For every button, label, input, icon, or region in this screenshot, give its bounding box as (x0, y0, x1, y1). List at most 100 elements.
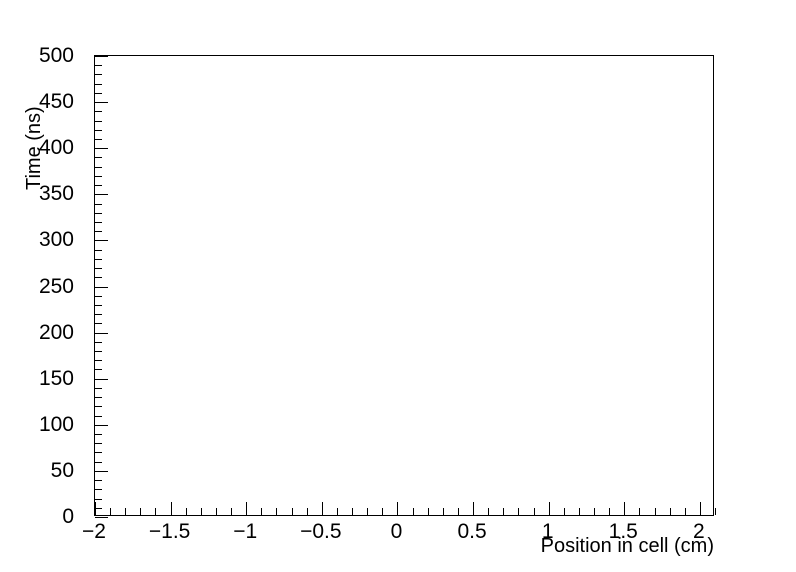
y-axis-minor-tick (95, 249, 102, 251)
y-axis-minor-tick (95, 397, 102, 399)
x-axis-minor-tick (533, 508, 535, 515)
x-axis-tick-label: −1.5 (148, 520, 191, 543)
y-axis-tick-label: 450 (38, 90, 74, 114)
x-axis-minor-tick (291, 508, 293, 515)
y-axis-minor-tick (95, 351, 102, 353)
x-axis-minor-tick (185, 508, 187, 515)
y-axis-minor-tick (95, 258, 102, 260)
y-axis-minor-tick (95, 185, 102, 187)
x-axis-minor-tick (457, 508, 459, 515)
x-axis-major-tick (321, 502, 323, 515)
x-axis-minor-tick (382, 508, 384, 515)
x-axis-tick-label: −0.5 (300, 520, 342, 543)
y-axis-minor-tick (95, 415, 102, 417)
x-axis-minor-tick (715, 508, 716, 515)
y-axis-minor-tick (95, 387, 102, 389)
y-axis-major-tick (95, 378, 108, 380)
x-axis-minor-tick (231, 508, 233, 515)
x-axis-tick-label: 1 (541, 520, 554, 543)
y-axis-tick-label: 250 (38, 274, 74, 298)
y-axis-minor-tick (95, 507, 102, 509)
y-axis-minor-tick (95, 295, 102, 297)
y-axis-minor-tick (95, 221, 102, 223)
x-axis-tick-label: −1 (233, 520, 258, 543)
y-axis-minor-tick (95, 489, 102, 491)
y-axis-minor-tick (95, 406, 102, 408)
x-axis-minor-tick (276, 508, 278, 515)
x-axis-major-tick (95, 502, 96, 515)
y-axis-minor-tick (95, 111, 102, 113)
y-axis-minor-tick (95, 304, 102, 306)
x-axis-minor-tick (488, 508, 490, 515)
x-axis-minor-tick (503, 508, 505, 515)
x-axis-tick-label: −2 (82, 520, 106, 543)
y-axis-tick-label: 500 (38, 44, 74, 67)
y-axis-minor-tick (95, 92, 102, 94)
y-axis-tick-label: 150 (38, 366, 74, 390)
y-axis-minor-tick (95, 65, 102, 67)
y-axis-minor-tick (95, 212, 102, 214)
x-axis-minor-tick (654, 508, 656, 515)
plot-area (95, 56, 716, 518)
y-axis-major-tick (95, 332, 108, 334)
x-axis-minor-tick (367, 508, 369, 515)
y-axis-tick-label: 300 (38, 228, 74, 252)
y-axis-tick-label: 400 (38, 136, 74, 160)
x-axis-major-tick (170, 502, 172, 515)
x-axis-minor-tick (609, 508, 611, 515)
x-axis-minor-tick (155, 508, 157, 515)
y-axis-major-tick (95, 194, 108, 196)
x-axis-minor-tick (200, 508, 202, 515)
y-axis-minor-tick (95, 203, 102, 205)
x-axis-tick-label: 0 (390, 520, 403, 543)
x-axis-minor-tick (412, 508, 414, 515)
y-axis-major-tick (95, 286, 108, 288)
y-axis-major-tick (95, 102, 108, 104)
y-axis-minor-tick (95, 129, 102, 131)
y-axis-tick-label: 0 (62, 505, 74, 528)
x-axis-major-tick (548, 502, 550, 515)
x-axis-minor-tick (639, 508, 641, 515)
x-axis-minor-tick (261, 508, 263, 515)
x-axis-minor-tick (518, 508, 520, 515)
x-axis-tick-label: 0.5 (457, 520, 487, 543)
y-axis-major-tick (95, 470, 108, 472)
x-axis-minor-tick (336, 508, 338, 515)
x-axis-minor-tick (140, 508, 142, 515)
y-axis-minor-tick (95, 434, 102, 436)
y-axis-major-tick (95, 148, 108, 150)
x-axis-minor-tick (215, 508, 217, 515)
x-axis-major-tick (246, 502, 248, 515)
y-axis-tick-label: 100 (38, 412, 74, 436)
x-axis-minor-tick (578, 508, 580, 515)
y-axis-minor-tick (95, 166, 102, 168)
x-axis-minor-tick (669, 508, 671, 515)
y-axis-major-tick (95, 424, 108, 426)
x-axis-minor-tick (110, 508, 112, 515)
y-axis-minor-tick (95, 277, 102, 279)
x-axis-tick-label: 1.5 (608, 520, 638, 543)
y-axis-minor-tick (95, 452, 102, 454)
y-axis-minor-tick (95, 480, 102, 482)
x-axis-minor-tick (684, 508, 686, 515)
y-axis-minor-tick (95, 498, 102, 500)
y-axis-minor-tick (95, 443, 102, 445)
x-axis-minor-tick (352, 508, 354, 515)
x-axis-minor-tick (306, 508, 308, 515)
x-axis-minor-tick (427, 508, 429, 515)
y-axis-tick-label: 200 (38, 320, 74, 344)
y-axis-minor-tick (95, 323, 102, 325)
y-axis-tick-label: 350 (38, 182, 74, 206)
x-axis-minor-tick (125, 508, 127, 515)
y-axis-minor-tick (95, 83, 102, 85)
y-axis-minor-tick (95, 369, 102, 371)
y-axis-minor-tick (95, 360, 102, 362)
y-axis-minor-tick (95, 268, 102, 270)
x-axis-minor-tick (442, 508, 444, 515)
x-axis-title: Position in cell (cm) (540, 535, 714, 557)
y-axis-minor-tick (95, 314, 102, 316)
y-axis-minor-tick (95, 157, 102, 159)
y-axis-major-tick (95, 56, 108, 57)
x-axis-minor-tick (594, 508, 596, 515)
